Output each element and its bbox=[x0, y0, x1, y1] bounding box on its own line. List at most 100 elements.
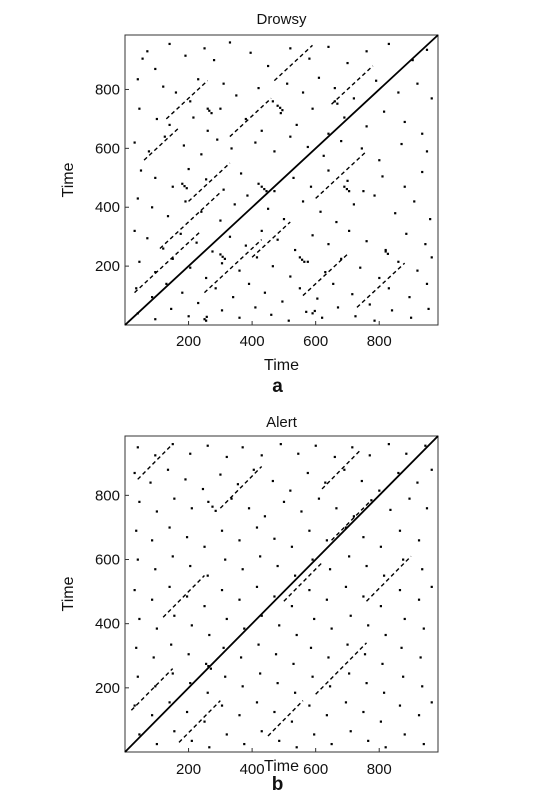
panel-b-diagonal-segment bbox=[137, 443, 174, 480]
panel-a-diagonal-segment bbox=[143, 127, 180, 161]
panel-b-recurrence-point bbox=[189, 564, 192, 568]
panel-a-recurrence-point bbox=[171, 185, 174, 188]
panel-b-recurrence-point bbox=[173, 497, 176, 500]
panel-b-recurrence-point bbox=[289, 489, 292, 492]
panel-a-recurrence-point bbox=[141, 57, 144, 60]
panel-b-recurrence-point bbox=[389, 508, 392, 511]
panel-a-recurrence-point bbox=[279, 112, 282, 115]
panel-b-recurrence-point bbox=[403, 733, 406, 736]
panel-b-recurrence-point bbox=[417, 598, 421, 601]
panel-a-recurrence-point bbox=[230, 147, 233, 150]
panel-b-diagonal-segment bbox=[219, 465, 263, 509]
panel-b-recurrence-point bbox=[367, 624, 370, 627]
panel-b-diagonal-segment bbox=[315, 642, 367, 695]
panel-a-recurrence-point bbox=[238, 316, 241, 319]
panel-a-x-tick-label: 200 bbox=[176, 333, 201, 350]
panel-a-recurrence-point bbox=[163, 135, 166, 138]
panel-a-recurrence-point bbox=[205, 319, 208, 322]
panel-a-recurrence-point bbox=[340, 139, 343, 143]
panel-a-recurrence-point bbox=[346, 61, 349, 65]
panel-a-recurrence-point bbox=[289, 275, 292, 278]
panel-b-y-tick-label: 400 bbox=[95, 616, 120, 633]
panel-b-x-axis-label: Time bbox=[264, 758, 299, 775]
panel-a-recurrence-point bbox=[333, 100, 336, 103]
panel-b-recurrence-point bbox=[384, 633, 387, 637]
panel-a-recurrence-point bbox=[335, 220, 338, 224]
panel-a-recurrence-point bbox=[421, 170, 424, 174]
panel-b-recurrence-point bbox=[206, 444, 209, 447]
panel-b-diagonal-segment bbox=[130, 668, 174, 711]
panel-a-recurrence-point bbox=[425, 48, 429, 51]
panel-b-recurrence-point bbox=[185, 536, 189, 539]
panel-a-recurrence-point bbox=[151, 206, 154, 209]
panel-b-recurrence-point bbox=[416, 481, 419, 484]
panel-a-recurrence-point bbox=[257, 182, 260, 185]
panel-a-recurrence-point bbox=[220, 262, 224, 265]
panel-a-recurrence-point bbox=[260, 229, 263, 232]
panel-b-recurrence-point bbox=[379, 720, 383, 723]
panel-a-recurrence-point bbox=[321, 316, 324, 319]
panel-b-x-tick-label: 200 bbox=[176, 761, 201, 778]
panel-b-recurrence-point bbox=[154, 454, 157, 457]
panel-b-recurrence-point bbox=[333, 455, 336, 459]
panel-b-recurrence-point bbox=[276, 682, 279, 685]
panel-a-recurrence-point bbox=[327, 169, 330, 172]
drowsy-panel: Drowsy 200 400 600 800 200 400 600 800 Time Time a bbox=[60, 11, 439, 397]
panel-a-recurrence-point bbox=[155, 117, 158, 121]
panel-a-x-tick-label: 600 bbox=[303, 333, 328, 350]
panel-b-recurrence-point bbox=[422, 742, 425, 746]
panel-b-recurrence-point bbox=[360, 479, 363, 483]
panel-a-recurrence-point bbox=[386, 252, 389, 255]
panel-b-recurrence-point bbox=[138, 733, 141, 736]
panel-b-recurrence-point bbox=[133, 704, 136, 707]
panel-a-recurrence-point bbox=[197, 301, 200, 305]
panel-b-recurrence-point bbox=[328, 685, 332, 688]
panel-b-recurrence-point bbox=[155, 510, 158, 513]
panel-a-panel-letter: a bbox=[272, 376, 283, 397]
panel-b-recurrence-point bbox=[311, 558, 314, 561]
panel-a-recurrence-point bbox=[187, 315, 190, 318]
panel-a-recurrence-point bbox=[311, 312, 314, 315]
panel-a-recurrence-point bbox=[184, 54, 187, 57]
panel-a-recurrence-point bbox=[276, 238, 279, 241]
panel-a-recurrence-point bbox=[305, 310, 308, 313]
panel-a-recurrence-point bbox=[192, 116, 195, 119]
panel-b-recurrence-point bbox=[325, 539, 328, 542]
panel-b-recurrence-point bbox=[335, 507, 338, 510]
panel-b-recurrence-point bbox=[190, 739, 193, 742]
panel-b-recurrence-point bbox=[381, 662, 384, 665]
panel-a-recurrence-point bbox=[265, 190, 268, 193]
panel-b-recurrence-point bbox=[317, 497, 321, 500]
panel-a-recurrence-point bbox=[348, 229, 351, 232]
panel-a-recurrence-point bbox=[135, 287, 138, 290]
panel-b-recurrence-point bbox=[294, 574, 297, 577]
panel-a-diagonal-segment bbox=[188, 162, 231, 202]
panel-a-recurrence-point bbox=[300, 258, 304, 261]
panel-b-recurrence-point bbox=[154, 685, 157, 688]
panel-b-recurrence-point bbox=[328, 568, 332, 571]
panel-b-recurrence-point bbox=[151, 598, 154, 601]
panel-a-recurrence-point bbox=[170, 307, 173, 311]
panel-b-recurrence-point bbox=[133, 471, 136, 475]
panel-b-line-of-identity bbox=[124, 435, 439, 753]
panel-a-recurrence-point bbox=[294, 248, 297, 252]
panel-a-recurrence-point bbox=[354, 315, 357, 318]
panel-b-recurrence-point bbox=[225, 733, 228, 736]
panel-a-diagonal-segment bbox=[302, 253, 348, 297]
panel-b-recurrence-point bbox=[205, 662, 208, 665]
panel-b-recurrence-point bbox=[187, 653, 190, 656]
panel-a-recurrence-point bbox=[133, 229, 136, 232]
panel-b-y-axis-label: Time bbox=[60, 576, 77, 611]
panel-a-recurrence-point bbox=[133, 141, 136, 144]
panel-a-diagonal-segment bbox=[273, 44, 313, 82]
panel-b-recurrence-point bbox=[238, 539, 241, 542]
panel-a-recurrence-point bbox=[203, 47, 206, 50]
panel-a-y-axis-label: Time bbox=[60, 162, 77, 197]
panel-b-recurrence-point bbox=[170, 643, 173, 646]
panel-a-recurrence-point bbox=[205, 276, 208, 280]
panel-a-recurrence-point bbox=[168, 123, 171, 126]
panel-b-recurrence-point bbox=[271, 479, 274, 483]
panel-a-recurrence-point bbox=[421, 132, 424, 135]
panel-b-recurrence-point bbox=[138, 617, 141, 621]
